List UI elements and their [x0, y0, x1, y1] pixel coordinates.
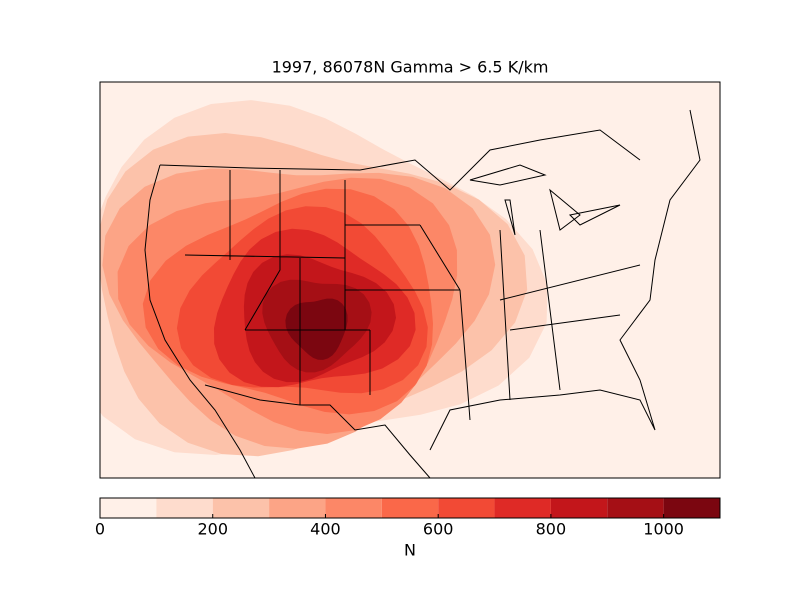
colorbar-band — [550, 498, 608, 518]
colorbar-band — [663, 498, 720, 518]
colorbar-band — [212, 498, 270, 518]
colorbar-frame — [99, 497, 721, 519]
colorbar-label: N — [404, 541, 416, 560]
colorbar-band — [438, 498, 495, 518]
colorbar: 0 200 400 600 800 1000 — [95, 498, 720, 539]
border-canada — [159, 129, 641, 191]
colorbar-band — [100, 498, 157, 518]
colorbar-band — [381, 498, 439, 518]
map-frame — [99, 81, 721, 479]
colorbar-band — [269, 498, 326, 518]
colorbar-tick-label: 400 — [310, 520, 341, 539]
colorbar-band — [607, 498, 664, 518]
contour-fills — [100, 82, 720, 478]
colorbar-tick-label: 600 — [423, 520, 454, 539]
colorbar-tick-label: 1000 — [643, 520, 684, 539]
contour-region — [285, 298, 348, 360]
state-lines — [184, 170, 641, 421]
map-title: 1997, 86078N Gamma > 6.5 K/km — [272, 58, 549, 77]
colorbar-tick-label: 800 — [536, 520, 567, 539]
coastline — [144, 164, 256, 478]
colorbar-band — [156, 498, 213, 518]
boundaries — [144, 109, 701, 478]
colorbar-band — [494, 498, 551, 518]
colorbar-band — [325, 498, 382, 518]
border-mexico — [204, 384, 431, 478]
colorbar-tick-label: 0 — [95, 520, 105, 539]
colorbar-tick-label: 200 — [197, 520, 228, 539]
great-lakes — [469, 164, 621, 236]
